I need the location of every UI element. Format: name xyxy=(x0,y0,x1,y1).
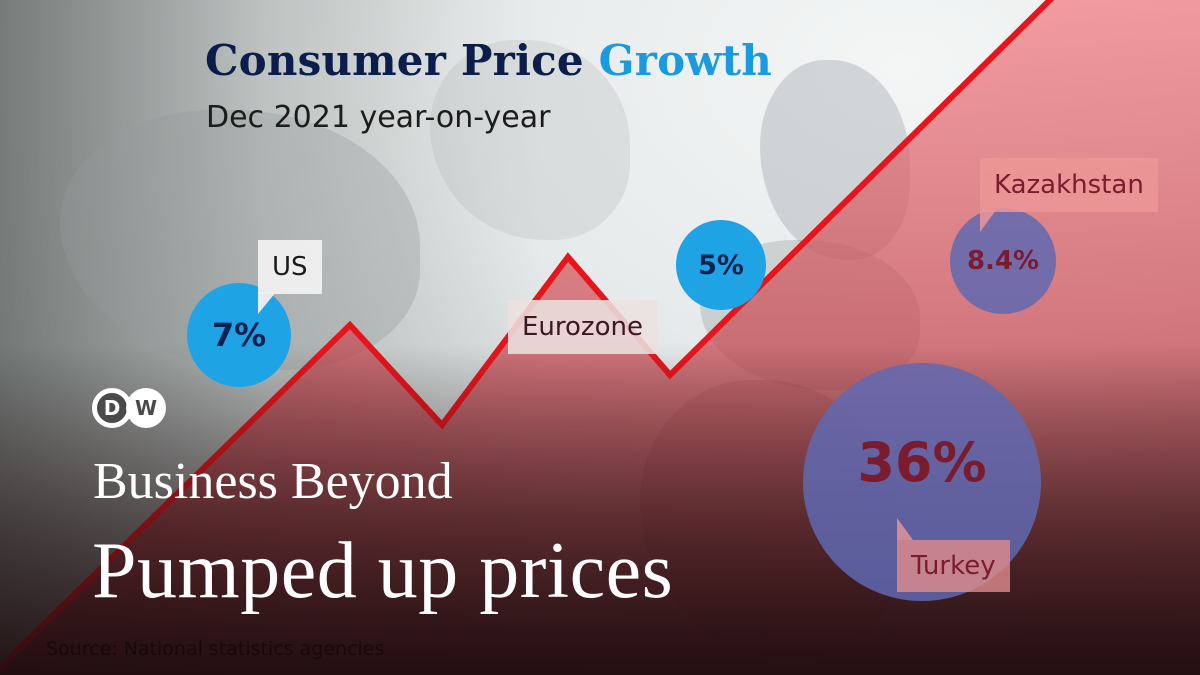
bubble-turkey-value: 36% xyxy=(857,430,987,494)
dw-logo-w: W xyxy=(126,388,166,428)
label-us-tail xyxy=(258,292,276,314)
bubble-us-value: 7% xyxy=(211,316,267,354)
label-turkey: Turkey xyxy=(897,540,1010,592)
label-kazakhstan-tail xyxy=(980,210,996,232)
chart-title-accent: Growth xyxy=(598,36,772,85)
map-shape-greenland xyxy=(430,40,630,240)
label-turkey-tail xyxy=(897,518,913,540)
label-us: US xyxy=(258,240,322,294)
label-eurozone: Eurozone xyxy=(508,300,657,354)
episode-title: Pumped up prices xyxy=(92,527,674,615)
bubble-eurozone-value: 5% xyxy=(698,249,744,281)
bubble-eurozone: 5% xyxy=(676,220,766,310)
chart-subtitle: Dec 2021 year-on-year xyxy=(206,100,551,135)
source-note: Source: National statistics agencies xyxy=(46,638,385,660)
bubble-kazakhstan-value: 8.4% xyxy=(966,246,1040,276)
label-kazakhstan: Kazakhstan xyxy=(980,158,1158,212)
dw-logo: D W xyxy=(92,388,168,428)
show-name: Business Beyond xyxy=(93,453,453,510)
chart-title: Consumer Price Growth xyxy=(205,36,772,85)
bubble-kazakhstan: 8.4% xyxy=(950,208,1056,314)
